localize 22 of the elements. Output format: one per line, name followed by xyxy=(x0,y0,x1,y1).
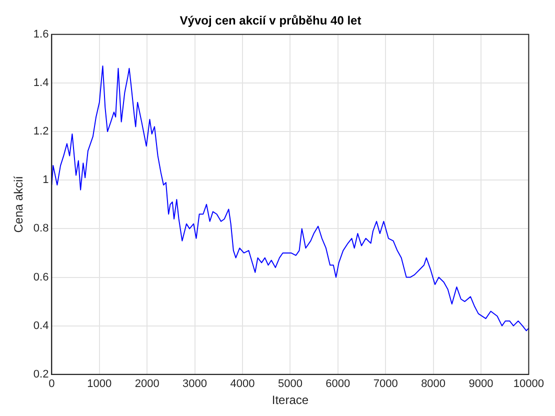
x-tick-label: 5000 xyxy=(278,378,302,390)
x-tick-label: 8000 xyxy=(421,378,446,390)
x-tick-label: 10000 xyxy=(513,378,544,390)
x-tick-label: 4000 xyxy=(230,378,255,390)
y-tick-label: 0.4 xyxy=(33,320,49,332)
y-tick-label: 0.2 xyxy=(33,368,49,380)
x-tick-label: 7000 xyxy=(373,378,398,390)
y-tick-label: 0.6 xyxy=(33,271,49,284)
x-tick-label: 6000 xyxy=(326,378,350,390)
x-tick-label: 9000 xyxy=(468,378,494,390)
x-tick-label: 1000 xyxy=(87,378,112,390)
x-tick-label: 0 xyxy=(48,378,55,390)
y-tick-label: 1.4 xyxy=(33,77,49,90)
chart-title: Vývoj cen akcií v průběhu 40 let xyxy=(180,14,362,28)
y-axis-title: Cena akcií xyxy=(12,175,26,233)
x-tick-label: 2000 xyxy=(134,378,160,390)
y-tick-label: 1.6 xyxy=(33,28,49,40)
y-tick-label: 0.8 xyxy=(33,222,49,235)
x-tick-label: 3000 xyxy=(182,378,208,390)
y-tick-label: 1 xyxy=(42,174,49,186)
x-axis-title: Iterace xyxy=(272,393,309,408)
y-tick-label: 1.2 xyxy=(33,126,49,138)
